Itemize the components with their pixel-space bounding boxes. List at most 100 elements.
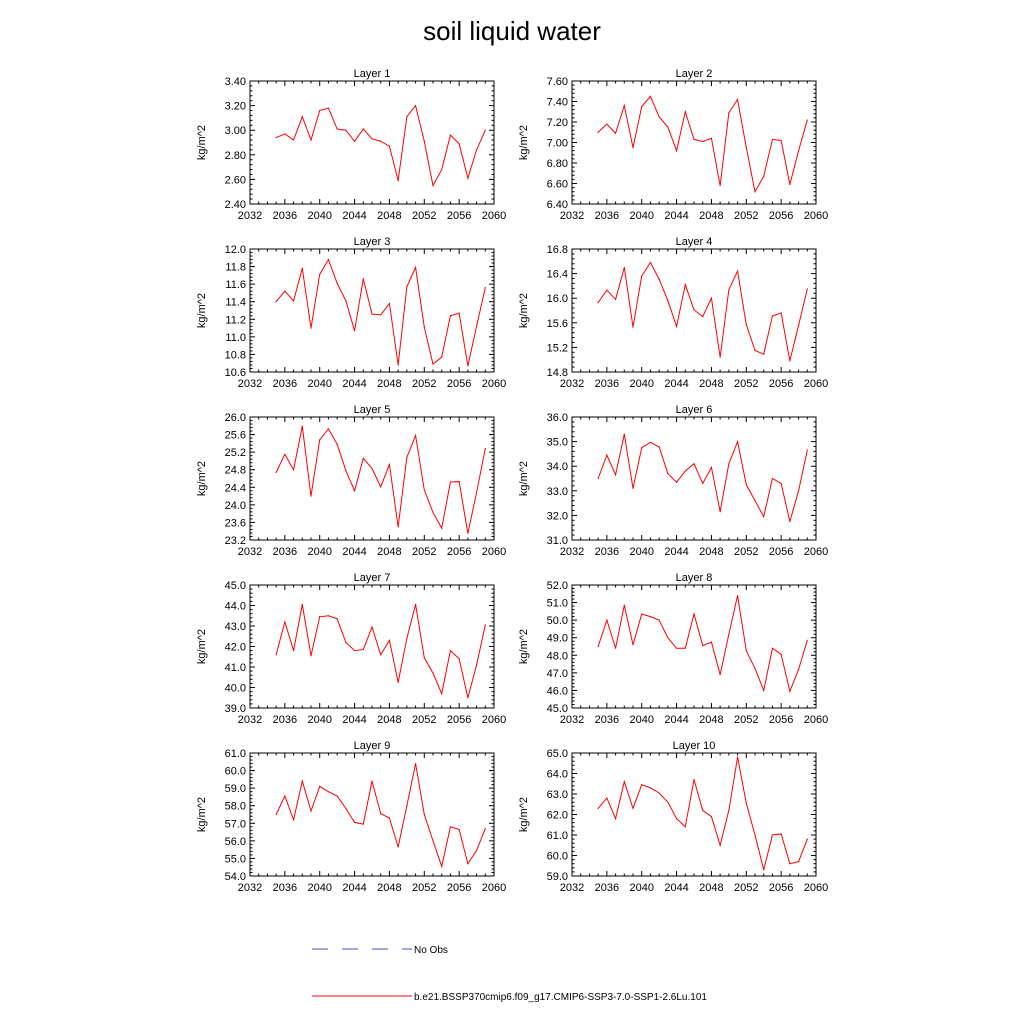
x-tick-label: 2032 [238,378,262,390]
x-tick-label: 2032 [560,882,584,894]
data-point [484,129,486,131]
data-point [623,781,625,783]
data-point [423,326,425,328]
panel-2: Layer 2 kg/m^2 2032 2036 2040 2044 2048 2052 205… [518,68,828,222]
data-point [728,112,730,114]
y-tick-label: 44.0 [225,601,246,613]
data-point [388,302,391,305]
data-point [397,364,399,366]
data-point [763,869,765,871]
data-point [754,349,756,352]
data-point [658,278,660,280]
panel-9: Layer 9 kg/m^2 2032 2036 2040 2044 2048 2052 205… [196,740,506,894]
data-point [371,626,373,628]
y-tick-label: 49.0 [547,633,568,645]
data-point [484,448,486,450]
data-point [292,650,295,652]
y-tick-label: 60.0 [225,766,246,778]
data-point [275,813,277,816]
data-point [771,647,774,649]
y-axis-label: kg/m^2 [196,125,208,160]
x-tick-label: 2052 [412,882,436,894]
x-tick-label: 2040 [629,210,653,222]
y-tick-label: 6.80 [547,158,568,170]
x-tick-label: 2040 [307,210,331,222]
x-tick-label: 2052 [734,378,758,390]
data-point [606,619,608,621]
data-point [780,312,782,314]
data-point [614,132,617,134]
y-tick-label: 24.8 [225,465,246,477]
y-tick-label: 3.00 [225,125,246,137]
data-point [371,467,373,469]
data-point [658,446,660,448]
y-tick-label: 64.0 [547,769,568,781]
data-point [388,463,391,466]
x-tick-label: 2048 [699,546,723,558]
y-tick-label: 16.4 [547,269,568,281]
data-point [710,137,713,139]
data-point [693,779,695,781]
y-tick-label: 24.0 [225,500,246,512]
data-point [310,655,312,657]
series-line [597,757,808,870]
x-tick-label: 2060 [804,546,828,558]
x-tick-label: 2052 [412,378,436,390]
y-tick-label: 16.0 [547,293,568,305]
y-axis-label: kg/m^2 [196,629,208,664]
data-point [780,653,782,656]
data-point [353,490,356,492]
data-point [371,780,373,782]
y-axis-label: kg/m^2 [518,797,530,832]
y-tick-label: 11.2 [225,314,246,326]
data-point [806,838,808,840]
data-point [327,107,330,109]
x-tick-label: 2056 [447,546,471,558]
data-point [441,693,443,695]
data-point [675,150,678,152]
x-tick-label: 2048 [377,714,401,726]
y-tick-label: 65.0 [547,748,568,760]
data-point [806,119,808,121]
y-tick-label: 31.0 [547,535,568,547]
plot-frame [249,584,495,709]
x-tick-label: 2056 [769,378,793,390]
x-tick-label: 2032 [560,546,584,558]
x-tick-label: 2036 [273,378,297,390]
data-point [397,681,399,683]
data-point [458,658,460,660]
data-point [763,516,765,518]
series-line [597,595,808,693]
data-point [684,284,686,286]
data-point [484,287,486,289]
panel-7: Layer 7 kg/m^2 2032 2036 2040 2044 2048 2052 205… [196,572,506,726]
data-point [632,644,634,646]
data-point [406,116,408,118]
data-point [789,183,791,186]
y-axis-label: kg/m^2 [518,125,530,160]
y-tick-label: 11.8 [225,262,246,274]
y-tick-label: 6.40 [547,199,568,211]
x-tick-label: 2044 [342,546,366,558]
x-tick-label: 2040 [307,546,331,558]
data-point [449,134,452,136]
data-point [292,139,295,141]
y-tick-label: 6.60 [547,179,568,191]
panel-5: Layer 5 kg/m^2 2032 2036 2040 2044 2048 2052 205… [196,404,506,558]
y-tick-label: 61.0 [547,830,568,842]
y-tick-label: 54.0 [225,871,246,883]
y-tick-label: 7.40 [547,97,568,109]
data-point [797,490,800,492]
data-point [675,818,678,820]
x-tick-label: 2056 [769,882,793,894]
data-point [345,807,347,809]
data-point [475,325,478,327]
x-tick-label: 2048 [377,210,401,222]
data-point [345,641,347,644]
data-point [301,780,303,782]
data-point [336,618,338,620]
plot-frame [249,752,495,877]
data-point [362,278,364,280]
x-tick-label: 2056 [769,714,793,726]
